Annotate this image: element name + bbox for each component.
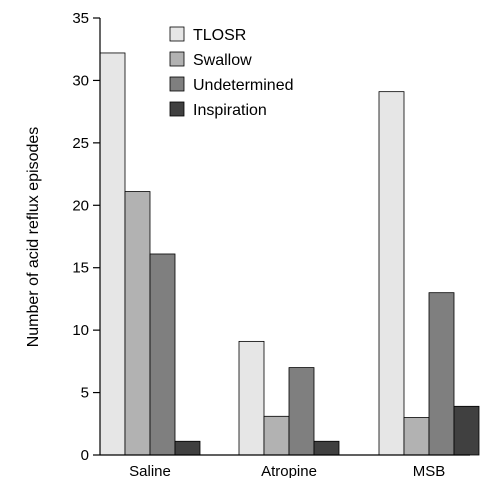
x-categories-group: Saline Atropine MSB <box>129 463 445 478</box>
bar-tlosr-atropine <box>238 340 265 456</box>
legend-label: Undetermined <box>193 77 294 94</box>
legend-swatch-tlosr <box>169 26 185 42</box>
legend-label: Swallow <box>193 52 252 69</box>
bar-swallow-saline <box>124 191 151 456</box>
legend-label: Inspiration <box>193 102 267 119</box>
y-tick-label: 30 <box>72 72 89 89</box>
axes-group <box>99 18 470 456</box>
bar-swallow-msb <box>403 417 430 456</box>
legend-label: TLOSR <box>193 27 246 44</box>
bar-undetermined-saline <box>149 253 176 456</box>
legend-swatch-inspiration <box>169 101 185 117</box>
legend-swatch-undetermined <box>169 76 185 92</box>
y-tick-label: 20 <box>72 197 89 214</box>
bar-inspiration-saline <box>174 440 201 456</box>
bar-tlosr-msb <box>378 91 405 456</box>
y-tick-label: 35 <box>72 10 89 27</box>
y-tick-label: 25 <box>72 135 89 152</box>
y-tick-label: 5 <box>81 385 89 402</box>
legend: TLOSR Swallow Undetermined Inspiration <box>160 22 322 130</box>
bar-undetermined-msb <box>428 292 455 456</box>
bar-undetermined-atropine <box>288 367 315 456</box>
bar-inspiration-msb <box>453 405 480 456</box>
bar-tlosr-saline <box>99 52 126 456</box>
y-tick-label: 10 <box>72 322 89 339</box>
legend-box <box>160 22 322 130</box>
bar-swallow-atropine <box>263 415 290 456</box>
bars-group <box>99 52 480 456</box>
y-ticks-group: 0 5 10 15 20 25 30 35 <box>72 10 100 464</box>
x-category-label: Atropine <box>261 463 317 478</box>
legend-swatch-swallow <box>169 51 185 67</box>
x-category-label: Saline <box>129 463 171 478</box>
bar-inspiration-atropine <box>313 440 340 456</box>
y-tick-label: 15 <box>72 260 89 277</box>
y-tick-label: 0 <box>81 447 89 464</box>
y-axis-title: Number of acid reflux episodes <box>25 127 42 348</box>
x-category-label: MSB <box>413 463 446 478</box>
